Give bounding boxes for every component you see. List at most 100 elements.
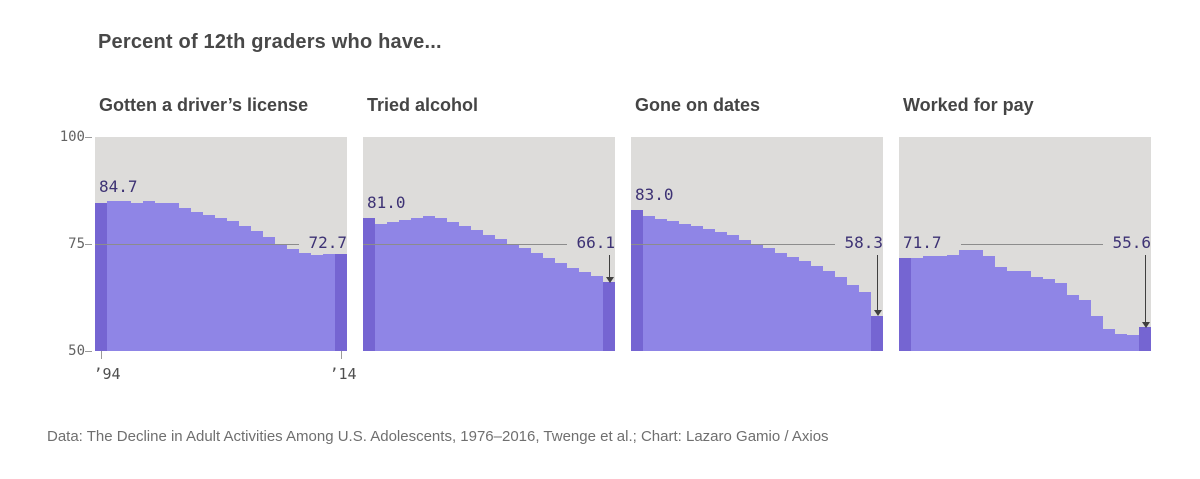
bar-1998	[679, 223, 691, 351]
bar-2002	[995, 267, 1007, 351]
bar-2001	[983, 256, 995, 351]
bar-2011	[567, 267, 579, 351]
panel-titles-row: Gotten a driver’s license Tried alcohol …	[95, 95, 1151, 116]
bar-2005	[227, 220, 239, 351]
bar-2000	[435, 218, 447, 351]
bar-2008	[1067, 294, 1079, 351]
gridline-75	[95, 244, 299, 245]
bar-2005	[763, 248, 775, 351]
start-value-label: 84.7	[99, 177, 138, 197]
bar-1995	[911, 257, 923, 351]
bar-2001	[447, 221, 459, 351]
bar-1997	[399, 219, 411, 351]
bar-2008	[263, 237, 275, 351]
bar-2004	[1019, 271, 1031, 351]
bar-2010	[287, 248, 299, 351]
bar-1996	[119, 201, 131, 351]
bar-2007	[251, 231, 263, 351]
x-tick-mark-14	[341, 351, 342, 359]
end-value-label: 55.6	[1112, 233, 1151, 252]
bar-2002	[459, 225, 471, 351]
bar-2010	[823, 271, 835, 351]
x-tick-label-94: ’94	[93, 365, 121, 383]
bar-2007	[519, 248, 531, 351]
bar-2012	[847, 284, 859, 351]
bar-1997	[667, 220, 679, 351]
x-tick-label-14: ’14	[329, 365, 357, 383]
bar-1994	[95, 202, 107, 351]
bar-2011	[835, 276, 847, 351]
bar-2011	[1103, 328, 1115, 351]
bar-2005	[1031, 277, 1043, 351]
bar-2004	[483, 234, 495, 351]
bar-2000	[167, 202, 179, 351]
bar-2003	[1007, 271, 1019, 351]
start-value-label: 83.0	[635, 184, 674, 204]
panel-title-tried-alcohol: Tried alcohol	[367, 95, 479, 115]
bar-2000	[703, 229, 715, 351]
bar-2012	[579, 271, 591, 351]
y-tick-mark-50	[85, 351, 92, 352]
bar-2007	[787, 256, 799, 351]
bar-2014	[871, 315, 883, 351]
bar-1996	[387, 221, 399, 351]
bar-1995	[375, 223, 387, 351]
bar-2006	[507, 243, 519, 351]
bar-2013	[323, 253, 335, 351]
bar-2014	[1139, 327, 1151, 351]
arrow-head-icon	[1141, 322, 1150, 329]
arrow-line	[1145, 255, 1146, 323]
chart-panel-2: 83.0 58.3	[631, 137, 883, 351]
bar-1999	[423, 215, 435, 351]
bar-1999	[691, 226, 703, 351]
arrow-head-icon	[605, 277, 614, 284]
bar-2011	[299, 253, 311, 351]
bar-2009	[543, 258, 555, 351]
bar-2009	[275, 244, 287, 351]
bar-2009	[1079, 299, 1091, 351]
bar-2014	[603, 282, 615, 351]
chart-panel-0: 84.7 72.7	[95, 137, 347, 351]
bar-2006	[775, 252, 787, 351]
y-tick-mark-75	[85, 244, 92, 245]
chart-panel-1: 81.0 66.1	[363, 137, 615, 351]
arrow-head-icon	[873, 310, 882, 317]
page-title: Percent of 12th graders who have...	[98, 31, 442, 53]
y-tick-label-100: 100	[59, 129, 85, 145]
arrow-line	[877, 255, 878, 311]
bar-1995	[107, 201, 119, 351]
bar-2002	[191, 212, 203, 351]
bar-1996	[655, 218, 667, 351]
bar-2004	[751, 244, 763, 351]
bar-2006	[239, 225, 251, 351]
bar-2008	[799, 260, 811, 351]
bar-1997	[935, 256, 947, 351]
bar-1998	[947, 254, 959, 351]
y-tick-mark-100	[85, 137, 92, 138]
end-value-label: 58.3	[844, 233, 883, 252]
bar-2005	[495, 239, 507, 351]
bar-2010	[1091, 316, 1103, 351]
bar-1999	[155, 202, 167, 351]
bar-2003	[471, 230, 483, 351]
bar-2014	[335, 253, 347, 351]
bar-1994	[631, 209, 643, 351]
start-value-label: 81.0	[367, 193, 406, 213]
end-value-label: 72.7	[308, 233, 347, 252]
bar-1998	[143, 201, 155, 351]
end-value-label: 66.1	[576, 233, 615, 252]
bar-2012	[1115, 333, 1127, 351]
x-tick-mark-94	[101, 351, 102, 359]
panel-title-worked-for-pay: Worked for pay	[903, 95, 1034, 115]
bar-2010	[555, 262, 567, 351]
panel-title-gone-on-dates: Gone on dates	[635, 95, 761, 115]
panel-title-drivers-license: Gotten a driver’s license	[99, 95, 309, 115]
gridline-75	[363, 244, 567, 245]
arrow-line	[609, 255, 610, 278]
gridline-75	[961, 244, 1103, 245]
bar-2001	[179, 208, 191, 351]
bar-2008	[531, 253, 543, 351]
bar-2003	[739, 239, 751, 351]
bar-2006	[1043, 279, 1055, 351]
